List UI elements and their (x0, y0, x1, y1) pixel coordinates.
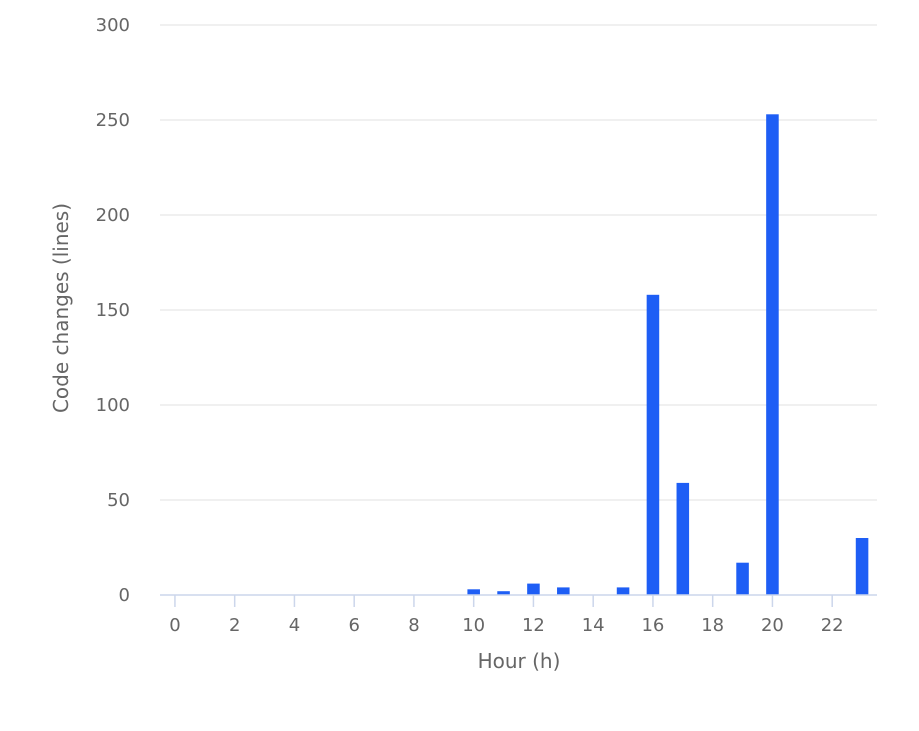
y-axis-ticks: 0 50 100 150 200 250 300 (96, 15, 130, 606)
x-tick-label: 6 (348, 615, 359, 636)
bar[interactable] (766, 114, 779, 596)
y-tick-label: 50 (107, 490, 130, 511)
y-tick-label: 150 (96, 300, 130, 321)
bar[interactable] (855, 538, 869, 595)
x-tick-label: 2 (229, 615, 240, 636)
x-tick-label: 0 (169, 615, 180, 636)
x-tick-label: 8 (408, 615, 419, 636)
bar[interactable] (497, 591, 510, 595)
x-tick-label: 22 (821, 615, 844, 636)
bar[interactable] (676, 482, 690, 595)
bar[interactable] (557, 587, 570, 595)
x-axis-title: Hour (h) (478, 649, 561, 673)
grid-lines (160, 24, 877, 501)
x-tick-label: 12 (522, 615, 545, 636)
y-tick-label: 100 (96, 395, 130, 416)
x-tick-label: 4 (289, 615, 300, 636)
x-axis-ticks: 0 2 4 6 8 10 12 14 16 18 20 22 (169, 595, 844, 636)
x-tick-label: 10 (462, 615, 485, 636)
bar[interactable] (646, 294, 660, 595)
bars (467, 114, 869, 596)
y-axis-title: Code changes (lines) (49, 203, 73, 413)
y-tick-label: 250 (96, 110, 130, 131)
bar[interactable] (616, 587, 630, 595)
y-tick-label: 200 (96, 205, 130, 226)
y-tick-label: 300 (96, 15, 130, 36)
x-tick-label: 16 (641, 615, 664, 636)
bar[interactable] (467, 589, 480, 595)
bar[interactable] (527, 583, 540, 595)
x-tick-label: 20 (761, 615, 784, 636)
y-tick-label: 0 (119, 585, 130, 606)
x-tick-label: 14 (582, 615, 605, 636)
bar[interactable] (736, 562, 749, 595)
x-tick-label: 18 (701, 615, 724, 636)
